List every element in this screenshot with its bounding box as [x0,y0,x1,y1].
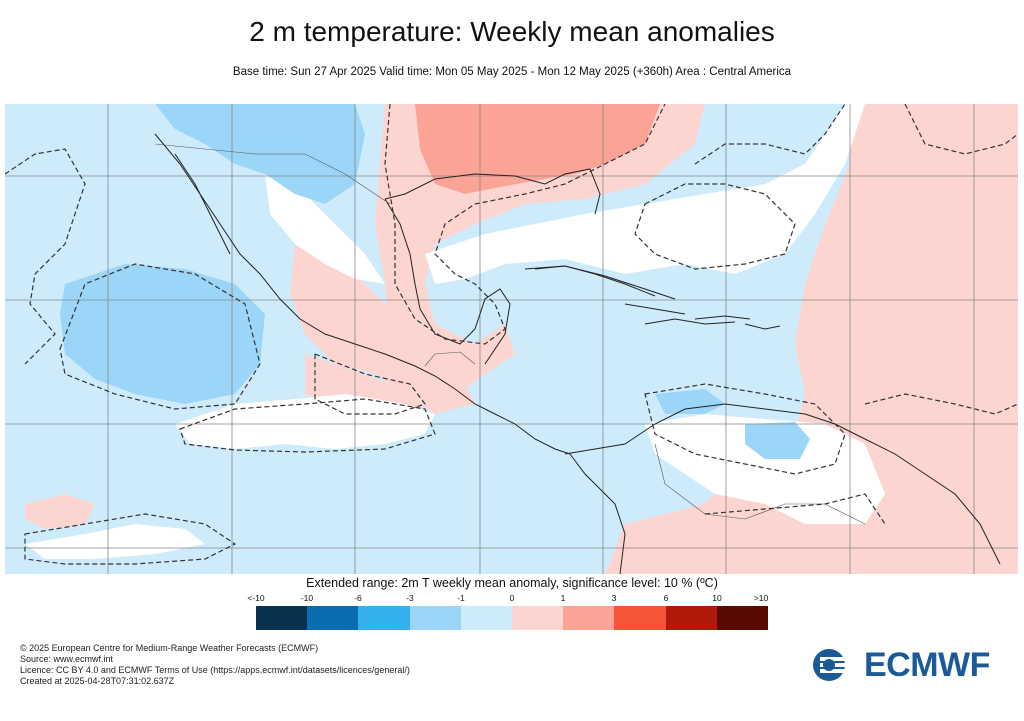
legend-tick: -3 [406,593,414,603]
legend-swatch [563,606,615,630]
legend-swatch [614,606,666,630]
footer-copyright: © 2025 European Centre for Medium-Range … [20,643,319,653]
cool-region-venezuela [745,422,810,459]
ecmwf-logo-text: ECMWF [864,645,990,684]
chart-subtitle: Base time: Sun 27 Apr 2025 Valid time: M… [232,66,792,78]
ecmwf-logo: ECMWF [812,645,990,685]
legend-tick: <-10 [247,593,265,603]
legend-title: Extended range: 2m T weekly mean anomaly… [306,576,718,590]
cool-region-east-pacific [60,264,265,404]
caribbean-islands [534,265,781,330]
warm-region-mexico [290,244,475,414]
legend-swatch [460,606,513,630]
legend-tick: >10 [753,593,769,603]
warm-region-east-atlantic [645,104,1018,574]
legend-swatch [512,606,564,630]
legend-tick: 6 [663,593,669,603]
legend-swatch [665,606,717,630]
legend-swatch [716,606,769,630]
neutral-band-pacific [175,394,435,449]
coastlines [154,133,1001,574]
neutral-band-colombia [645,414,885,524]
legend-tick: 1 [560,593,566,603]
warm-region-sw-pacific [25,494,95,529]
legend-tick: 0 [509,593,515,603]
legend-swatch [256,606,308,630]
warm-region-texas [415,104,660,194]
footer-source: Source: www.ecmwf.int [20,654,114,664]
significance-contours [5,104,1018,565]
warm-region-south-america [605,504,905,574]
anomaly-map [5,104,1018,574]
neutral-band-caribbean [425,104,865,284]
footer-created: Created at 2025-04-28T07:31:02.637Z [20,676,175,686]
footer: © 2025 European Centre for Medium-Range … [20,643,410,687]
legend-tick: 10 [712,593,722,603]
legend-tick: -1 [457,593,465,603]
cool-region-caribbean-south [655,389,725,414]
legend-swatch [358,606,410,630]
legend-tick: -10 [300,593,314,603]
legend-tick: 3 [611,593,617,603]
ecmwf-logo-icon [813,649,858,681]
legend-swatch [307,606,359,630]
legend-ticks: <-10 -10 -6 -3 -1 0 1 3 6 10 >10 [247,593,769,605]
legend-colorbar [256,606,769,630]
neutral-band-pacific-south [25,524,205,559]
legend-tick: -6 [354,593,362,603]
chart-title: 2 m temperature: Weekly mean anomalies [249,16,775,47]
legend-swatch [409,606,461,630]
footer-licence: Licence: CC BY 4.0 and ECMWF Terms of Us… [20,665,410,675]
